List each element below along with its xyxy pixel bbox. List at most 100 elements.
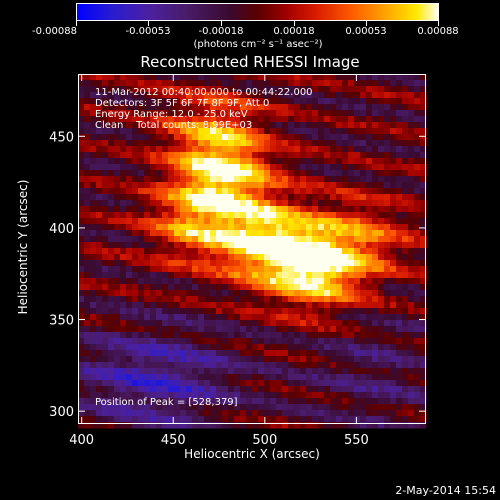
heatmap-cell xyxy=(306,104,313,111)
heatmap-cell xyxy=(378,140,385,147)
heatmap-cell xyxy=(318,152,325,159)
heatmap-cell xyxy=(192,104,199,111)
heatmap-cell xyxy=(282,422,289,429)
heatmap-cell xyxy=(216,236,223,243)
heatmap-cell xyxy=(306,200,313,207)
heatmap-cell xyxy=(360,404,367,411)
heatmap-cell xyxy=(414,362,421,369)
heatmap-cell xyxy=(234,212,241,219)
heatmap-cell xyxy=(180,308,187,315)
heatmap-cell xyxy=(144,290,151,297)
heatmap-cell xyxy=(294,140,301,147)
heatmap-cell xyxy=(414,200,421,207)
heatmap-cell xyxy=(360,206,367,213)
heatmap-cell xyxy=(210,350,217,357)
heatmap-cell xyxy=(396,386,403,393)
heatmap-cell xyxy=(234,356,241,363)
heatmap-cell xyxy=(330,404,337,411)
heatmap-cell xyxy=(288,398,295,405)
heatmap-cell xyxy=(240,194,247,201)
heatmap-cell xyxy=(186,182,193,189)
heatmap-cell xyxy=(102,404,109,411)
heatmap-cell xyxy=(180,104,187,111)
heatmap-cell xyxy=(408,320,415,327)
heatmap-cell xyxy=(336,404,343,411)
heatmap-cell xyxy=(138,194,145,201)
heatmap-cell xyxy=(270,266,277,273)
heatmap-cell xyxy=(312,122,319,129)
heatmap-cell xyxy=(222,212,229,219)
heatmap-cell xyxy=(204,230,211,237)
heatmap-cell xyxy=(222,188,229,195)
heatmap-cell xyxy=(84,128,91,135)
heatmap-cell xyxy=(228,416,235,423)
heatmap-cell xyxy=(408,104,415,111)
heatmap-cell xyxy=(366,110,373,117)
heatmap-cell xyxy=(78,146,85,153)
heatmap-cell xyxy=(360,224,367,231)
heatmap-cell xyxy=(324,194,331,201)
heatmap-cell xyxy=(252,350,259,357)
heatmap-cell xyxy=(318,332,325,339)
heatmap-cell xyxy=(222,416,229,423)
heatmap-cell xyxy=(192,164,199,171)
heatmap-cell xyxy=(360,152,367,159)
heatmap-cell xyxy=(378,122,385,129)
heatmap-cell xyxy=(420,350,427,357)
heatmap-cell xyxy=(420,368,427,375)
heatmap-cell xyxy=(342,188,349,195)
heatmap-cell xyxy=(144,374,151,381)
heatmap-cell xyxy=(168,236,175,243)
heatmap-cell xyxy=(192,284,199,291)
heatmap-cell xyxy=(396,308,403,315)
heatmap-cell xyxy=(408,308,415,315)
heatmap-cell xyxy=(120,362,127,369)
heatmap-cell xyxy=(216,200,223,207)
heatmap-cell xyxy=(306,194,313,201)
heatmap-cell xyxy=(168,200,175,207)
heatmap-cell xyxy=(174,326,181,333)
heatmap-cell xyxy=(378,128,385,135)
heatmap-cell xyxy=(108,296,115,303)
heatmap-cell xyxy=(312,74,319,81)
heatmap-cell xyxy=(180,254,187,261)
heatmap-cell xyxy=(210,416,217,423)
heatmap-cell xyxy=(324,290,331,297)
heatmap-cell xyxy=(360,134,367,141)
heatmap-cell xyxy=(90,176,97,183)
heatmap-cell xyxy=(234,422,241,429)
heatmap-cell xyxy=(138,80,145,87)
heatmap-cell xyxy=(228,158,235,165)
heatmap-cell xyxy=(384,254,391,261)
heatmap-cell xyxy=(114,152,121,159)
heatmap-cell xyxy=(168,176,175,183)
heatmap-cell xyxy=(324,350,331,357)
heatmap-cell xyxy=(354,140,361,147)
heatmap-cell xyxy=(300,260,307,267)
heatmap-cell xyxy=(126,170,133,177)
heatmap-cell xyxy=(114,122,121,129)
heatmap-cell xyxy=(108,74,115,81)
heatmap-cell xyxy=(186,224,193,231)
heatmap-cell xyxy=(228,218,235,225)
heatmap-cell xyxy=(354,86,361,93)
heatmap-cell xyxy=(96,218,103,225)
heatmap-cell xyxy=(222,404,229,411)
heatmap-cell xyxy=(252,188,259,195)
heatmap-cell xyxy=(384,290,391,297)
heatmap-cell xyxy=(312,140,319,147)
heatmap-cell xyxy=(414,104,421,111)
heatmap-cell xyxy=(270,158,277,165)
heatmap-cell xyxy=(198,386,205,393)
heatmap-cell xyxy=(252,260,259,267)
heatmap-cell xyxy=(402,164,409,171)
heatmap-cell xyxy=(270,380,277,387)
heatmap-cell xyxy=(318,350,325,357)
heatmap-cell xyxy=(162,338,169,345)
heatmap-cell xyxy=(228,152,235,159)
heatmap-cell xyxy=(252,248,259,255)
heatmap-cell xyxy=(210,320,217,327)
heatmap-cell xyxy=(408,128,415,135)
heatmap-cell xyxy=(336,320,343,327)
heatmap-cell xyxy=(336,278,343,285)
